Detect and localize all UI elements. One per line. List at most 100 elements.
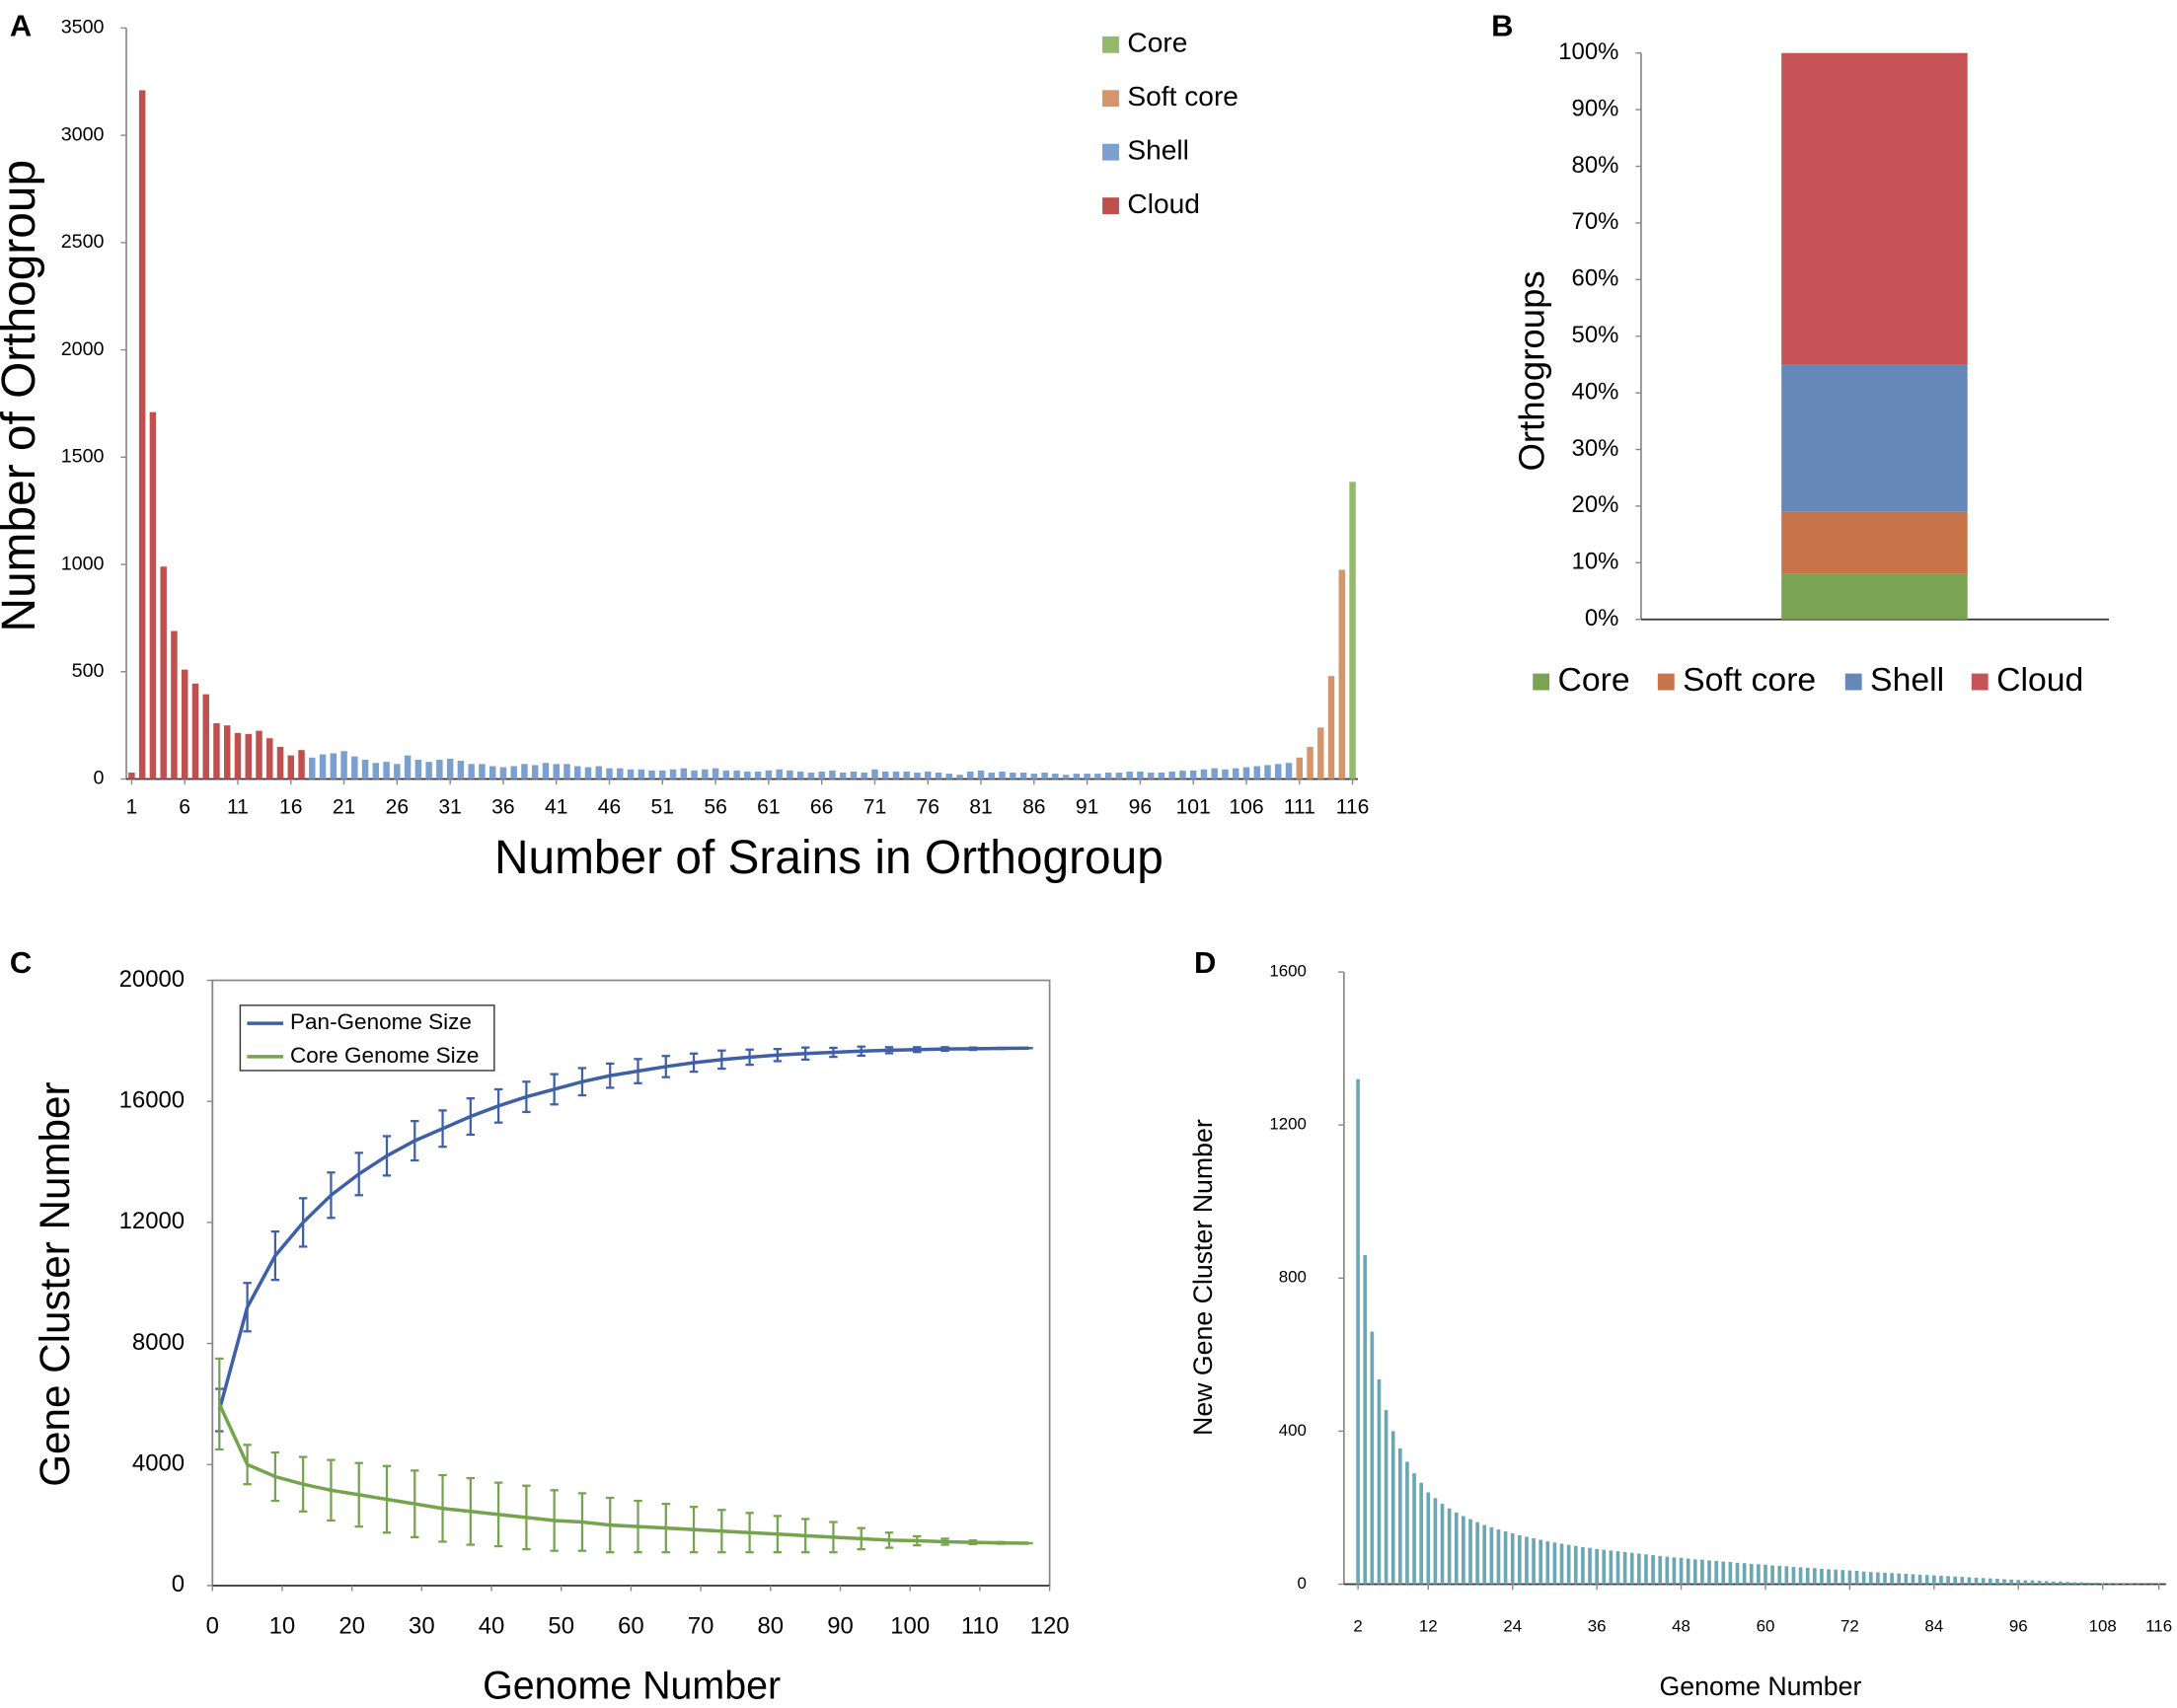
bar (542, 763, 550, 780)
bar (1686, 1558, 1690, 1585)
y-tick-label: 90% (1572, 95, 1619, 121)
bar (372, 763, 380, 780)
bar (1897, 1573, 1902, 1585)
bar (1798, 1567, 1803, 1585)
bar (871, 769, 878, 780)
legend-label: Cloud (1996, 661, 2083, 699)
x-tick-label: 16 (279, 796, 302, 819)
x-tick-label: 66 (810, 796, 833, 819)
bar (850, 771, 858, 780)
bar (309, 757, 316, 780)
bar (1812, 1568, 1817, 1585)
bar (1629, 1552, 1634, 1585)
bar (1764, 1564, 1767, 1585)
bar (1525, 1536, 1529, 1585)
bar (298, 750, 305, 780)
bar (340, 751, 347, 780)
x-tick-label: 1 (126, 796, 138, 819)
bar (1834, 1569, 1838, 1585)
bar (1967, 1577, 1972, 1585)
y-tick-label: 1000 (61, 553, 105, 574)
legend-label: Core (1127, 28, 1187, 58)
legend-swatch (1102, 197, 1119, 215)
bar (1932, 1575, 1936, 1585)
legend-swatch (1657, 673, 1675, 691)
bar (733, 770, 740, 780)
bar-segment (1781, 52, 1968, 365)
bar (2122, 1583, 2126, 1585)
legend-label: Shell (1127, 135, 1189, 166)
x-tick-label: 100 (890, 1612, 930, 1639)
y-tick-label: 80% (1572, 152, 1619, 179)
bar (2100, 1583, 2105, 1585)
bar (1545, 1541, 1550, 1585)
bar (1200, 769, 1208, 780)
y-tick-label: 1500 (61, 446, 105, 468)
bar (1440, 1504, 1445, 1585)
bar (1426, 1492, 1431, 1585)
y-tick-label: 20000 (119, 966, 185, 993)
bar (1496, 1529, 1501, 1585)
x-axis-label: Number of Srains in Orthogroup (494, 832, 1164, 884)
y-tick-label: 8000 (132, 1329, 185, 1356)
bar (1489, 1526, 1494, 1585)
bar (1397, 1448, 1402, 1585)
panel: B 0% 10% 20% 30% 40% 50% 60% 70% 80% 90% 100% Orthog… (1491, 9, 2110, 699)
bar (1672, 1557, 1677, 1585)
legend-frame (239, 1004, 495, 1072)
legend-label: Soft core (1127, 81, 1239, 111)
bar (1412, 1473, 1416, 1585)
x-tick-label: 96 (1129, 796, 1152, 819)
bar (563, 764, 570, 780)
bar (787, 770, 793, 780)
bar (977, 770, 985, 780)
bar (1030, 774, 1038, 780)
bar (1539, 1539, 1543, 1585)
bar (1264, 765, 1271, 780)
bar (1370, 1331, 1375, 1585)
x-tick-label: 60 (618, 1612, 644, 1639)
y-tick-label: 70% (1572, 208, 1619, 235)
bar (1447, 1508, 1452, 1585)
bar (1296, 757, 1304, 780)
legend-label: Core (1558, 661, 1630, 699)
bar (1679, 1557, 1684, 1585)
bar (1503, 1531, 1508, 1585)
bar (1573, 1545, 1578, 1585)
bar (171, 631, 178, 780)
bar (1242, 767, 1250, 780)
bar (1482, 1524, 1487, 1585)
bar (1995, 1579, 1999, 1585)
legend-swatch (1102, 90, 1119, 108)
x-tick-label: 110 (961, 1612, 999, 1639)
bar (638, 769, 645, 780)
x-axis-label: Genome Number (1659, 1671, 1861, 1701)
x-tick-label: 80 (758, 1612, 785, 1639)
bar (1433, 1498, 1438, 1585)
bar (1981, 1578, 1986, 1585)
x-tick-label: 111 (1284, 796, 1315, 819)
bar (2030, 1580, 2035, 1585)
bar (191, 683, 199, 780)
bar (1462, 1516, 1465, 1585)
bar (1518, 1534, 1522, 1585)
bar (361, 759, 369, 780)
bar (1890, 1573, 1894, 1585)
bar (202, 694, 209, 780)
bar (1566, 1544, 1571, 1585)
bar (1327, 676, 1335, 780)
bar (468, 764, 475, 780)
bar (223, 725, 231, 780)
bar (1728, 1562, 1733, 1585)
bar (1147, 773, 1155, 780)
x-tick-label: 86 (1022, 796, 1045, 819)
x-tick-label: 70 (688, 1612, 714, 1639)
legend-label: Shell (1870, 661, 1944, 699)
y-tick-label: 3500 (61, 17, 105, 38)
bar (1777, 1565, 1782, 1585)
bar (510, 766, 517, 780)
x-tick-label: 61 (757, 796, 780, 819)
bar (702, 769, 709, 780)
